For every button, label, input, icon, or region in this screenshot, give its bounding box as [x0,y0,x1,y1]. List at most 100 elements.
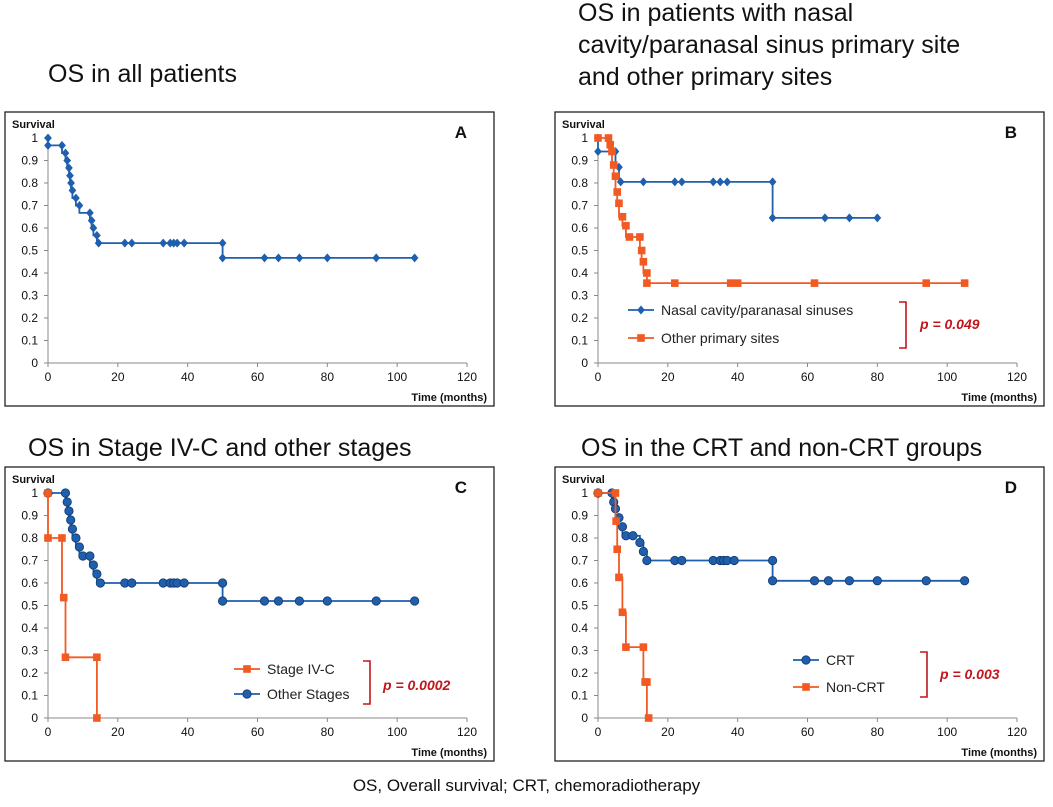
chart-c-series-1 [43,488,420,606]
chart-d-y-tick-label: 0 [581,711,588,725]
chart-a-series-1-point [68,185,77,196]
chart-a-series-1-point [65,163,73,173]
chart-b-series-2-point [643,269,651,277]
chart-b-series-2-point [625,233,634,241]
chart-b-panel-label: B [1005,123,1017,142]
chart-c-y-tick-label: 0.1 [21,689,38,703]
chart-d-y-tick-label: 0.5 [571,599,588,613]
chart-a-x-tick-label: 80 [321,370,335,384]
chart-d-y-tick-label: 1 [581,486,588,500]
chart-c-series-1-point [67,524,78,534]
chart-d-legend-label: CRT [826,652,855,668]
chart-c-y-tick-label: 0.8 [21,531,38,545]
chart-b-y-tick-label: 0.1 [571,334,588,348]
chart-b-series-1-point [709,177,718,187]
chart-d-series-1-point [638,546,648,557]
chart-b-series-1-point [768,177,777,187]
chart-b-series-1-point [716,177,725,187]
chart-c-series-1-point [294,596,304,606]
chart-d-y-tick-label: 0.3 [571,644,588,658]
chart-c-series-1-point [92,569,102,579]
chart-d-y-tick-label: 0.8 [571,531,588,545]
chart-a-series-1-point [58,140,66,151]
chart-a-series-1-point [63,155,72,166]
chart-a-y-tick-label: 0.2 [21,311,38,325]
chart-a-series-1-point [61,148,70,158]
chart-c-series-1-point [60,488,71,498]
chart-b-series-2-point [622,221,630,230]
chart-b-series-2-point [608,147,616,156]
chart-a-panel-label: A [455,123,467,142]
chart-d: 0 0.1 0.2 0.3 0.4 0.5 0.6 0.7 0.8 0.9 1 0 20 40 60 80 10… [554,466,1045,762]
chart-c-series-2-point [58,534,66,542]
chart-c-series-1-point [259,596,270,606]
chart-a-x-tick-label: 40 [181,370,195,384]
chart-d-x-tick-label: 60 [801,725,815,739]
chart-c-legend-swatch-marker [242,689,252,699]
chart-c-frame [4,466,495,762]
chart-b-series-2-point [611,172,620,181]
chart-d-series-1-point [635,537,645,548]
chart-c-series-1-point [64,506,74,516]
chart-c-series-1-point [62,497,72,507]
chart-c-y-tick-label: 0.2 [21,666,38,680]
chart-c-series-1-point [74,542,85,552]
chart-b-x-tick-label: 0 [595,370,602,384]
chart-b-p-value-bracket [899,301,907,349]
chart-a-series-1-point [92,230,101,241]
chart-b-series-1-point [845,213,854,223]
chart-c-series-1-point [273,596,284,606]
chart-a-y-tick-label: 0.3 [21,289,38,303]
chart-b-p-value: p = 0.049 [919,316,980,332]
chart-b-y-tick-label: 1 [581,131,588,145]
chart-a-x-axis-label: Time (months) [411,392,487,404]
chart-c-series-1-point [127,578,137,588]
chart-d-series-2-point [622,643,630,651]
chart-b-series-1-point [821,213,829,223]
chart-c-series-1-point [66,515,76,525]
chart-c-y-tick-label: 0.6 [21,576,38,590]
chart-b-title-line-2: cavity/paranasal sinus primary site [578,31,961,59]
chart-b-title-line-1: OS in patients with nasal [578,0,854,27]
chart-c-series-2-point [59,593,68,602]
chart-c-p-value-bracket [363,660,371,705]
chart-b-x-axis-label: Time (months) [961,392,1037,404]
chart-d-series-2-point [618,608,627,617]
chart-b-y-tick-label: 0.6 [571,221,588,235]
chart-b-series-2-point [960,279,969,287]
chart-d-series-2-point [612,517,620,525]
chart-a-y-tick-label: 0.6 [21,221,38,235]
chart-c-y-axis-label: Survival [12,474,55,486]
chart-b-y-tick-label: 0.3 [571,289,588,303]
chart-c-x-tick-label: 80 [321,725,335,739]
chart-d-x-axis-label: Time (months) [961,747,1037,759]
chart-a-series-1-point [410,253,419,263]
chart-d-series-1-point [617,522,628,532]
chart-a-series-1-point [67,178,75,188]
chart-c-series-1-point [179,578,189,588]
chart-b-series-2-point [618,212,627,221]
chart-a-y-tick-label: 1 [31,131,38,145]
chart-a-x-tick-label: 120 [457,370,477,384]
chart-a-series-1-point [94,238,103,248]
chart-b-series-2-point [594,134,602,142]
chart-a-y-axis-label: Survival [12,119,55,131]
chart-b-series-2-point [606,140,615,149]
chart-a-x-tick-label: 100 [387,370,407,384]
chart-c-y-tick-label: 1 [31,486,38,500]
chart-a-series-1-point [120,238,129,248]
chart-b-series-2-point [671,279,679,287]
chart-b-series-2-point [726,279,735,287]
chart-b-y-tick-label: 0.5 [571,244,588,258]
chart-d-series-1 [593,488,970,586]
chart-d-series-1-point [823,576,834,586]
chart-c-title: OS in Stage IV-C and other stages [28,434,412,462]
chart-c-x-tick-label: 40 [181,725,195,739]
chart-c-x-tick-label: 60 [251,725,265,739]
chart-a-y-tick-label: 0.8 [21,176,38,190]
chart-a-series-1-point [87,215,96,226]
chart-c-y-tick-label: 0.3 [21,644,38,658]
chart-c-legend: Stage IV-C Other Stages p = 0.0002 [234,660,451,705]
chart-c-y-tick-label: 0.4 [21,621,38,635]
chart-a-series-1-point [44,140,52,151]
